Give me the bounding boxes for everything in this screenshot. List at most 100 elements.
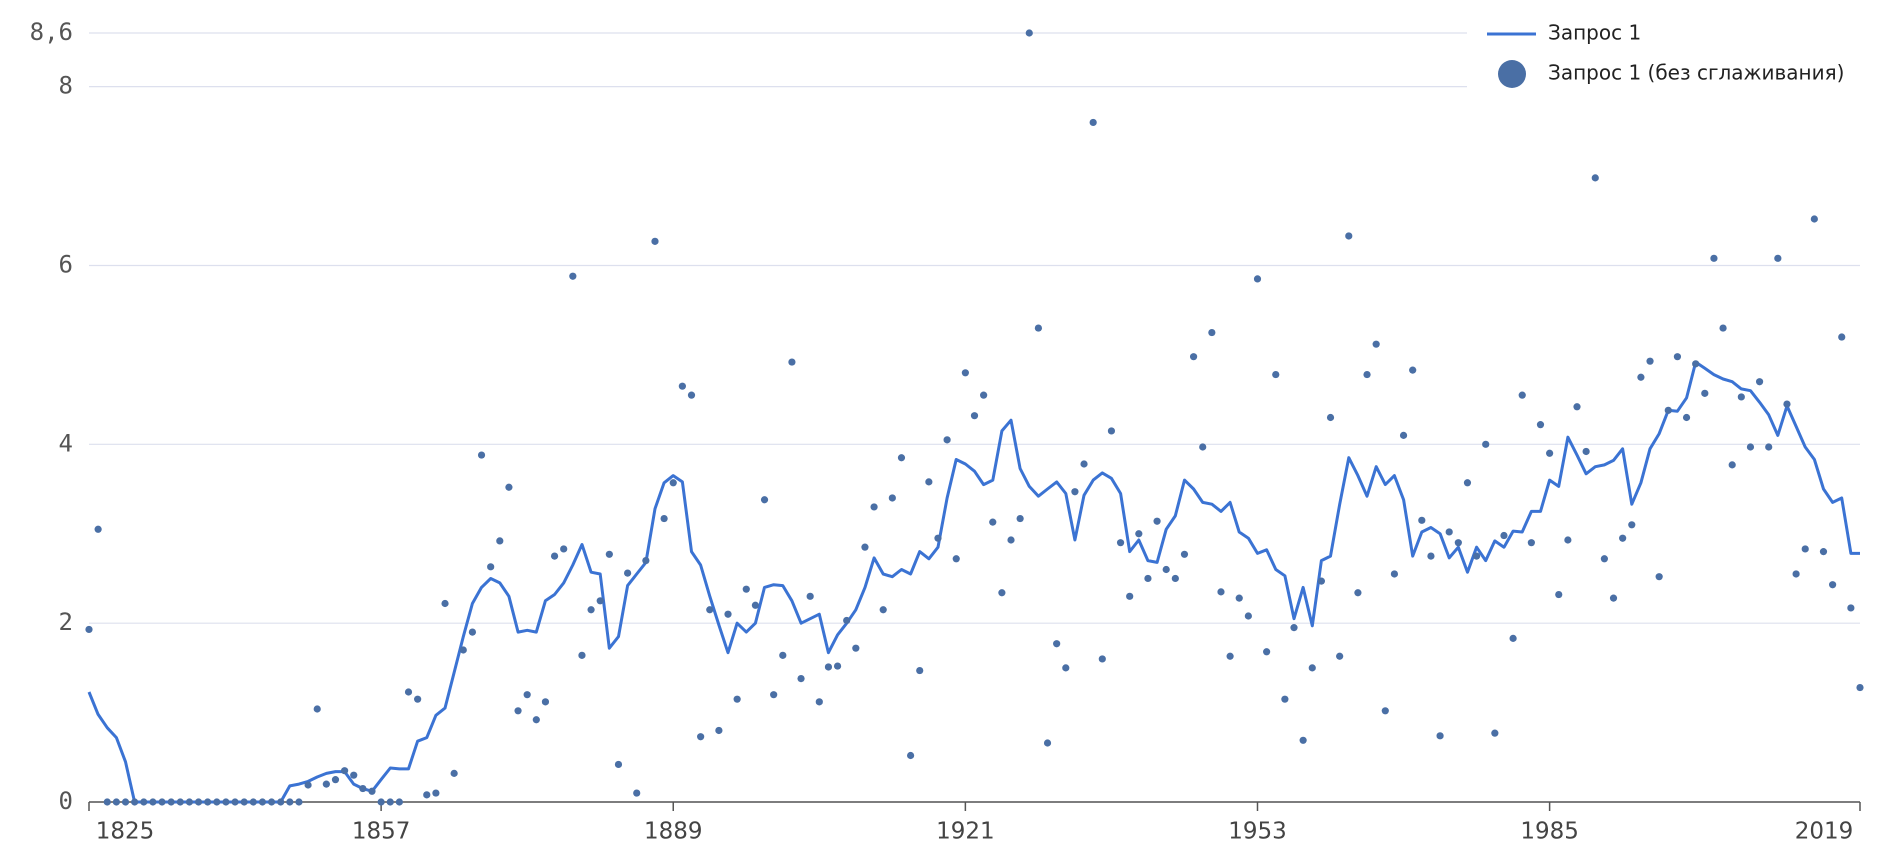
scatter-point — [240, 798, 248, 806]
scatter-point — [532, 716, 540, 724]
x-tick-label: 1985 — [1520, 819, 1579, 845]
scatter-point — [961, 369, 969, 377]
y-tick-label: 8,6 — [30, 18, 73, 46]
scatter-point — [888, 494, 896, 502]
scatter-point — [1472, 552, 1481, 560]
scatter-point — [1016, 514, 1024, 523]
scatter-point — [1682, 413, 1691, 422]
scatter-point — [824, 663, 833, 671]
scatter-point — [1591, 174, 1599, 182]
scatter-point — [1454, 539, 1462, 547]
scatter-point — [487, 563, 495, 571]
y-tick-label: 0 — [59, 787, 73, 815]
scatter-point — [496, 537, 504, 545]
scatter-point — [934, 534, 942, 542]
scatter-point — [1281, 695, 1289, 703]
scatter-point — [468, 628, 477, 636]
scatter-point — [1728, 461, 1736, 469]
scatter-point — [432, 789, 440, 797]
scatter-point — [158, 798, 166, 806]
scatter-point — [1217, 588, 1225, 596]
scatter-point — [925, 478, 933, 486]
scatter-point — [569, 272, 577, 280]
scatter-point — [560, 545, 568, 553]
scatter-point — [386, 798, 394, 806]
scatter-point — [341, 767, 349, 775]
scatter-point — [1153, 517, 1161, 525]
scatter-point — [304, 781, 312, 789]
scatter-point — [94, 525, 102, 533]
scatter-point — [1637, 373, 1645, 381]
scatter-point — [1509, 634, 1517, 642]
scatter-point — [1619, 534, 1627, 542]
scatter-point — [1199, 443, 1207, 451]
scatter-point — [980, 391, 988, 399]
scatter-point — [541, 698, 550, 706]
scatter-point — [1564, 536, 1572, 544]
y-tick-label: 4 — [59, 429, 73, 457]
scatter-point — [1126, 592, 1134, 600]
scatter-point — [523, 691, 531, 699]
scatter-point — [1336, 652, 1344, 660]
scatter-point — [85, 625, 93, 634]
scatter-point — [313, 705, 321, 713]
scatter-point — [1673, 353, 1682, 361]
scatter-point — [697, 733, 705, 741]
scatter-point — [1308, 664, 1316, 672]
scatter-point — [1180, 550, 1189, 558]
scatter-point — [1765, 443, 1773, 451]
scatter-point — [943, 436, 951, 444]
scatter-point — [1345, 232, 1353, 240]
scatter-point — [213, 798, 221, 806]
scatter-point — [1500, 531, 1508, 540]
scatter-point — [1573, 403, 1581, 411]
scatter-point — [1390, 570, 1399, 578]
scatter-point — [1445, 528, 1453, 536]
scatter-point — [833, 662, 842, 670]
scatter-point — [1299, 736, 1307, 744]
scatter-point — [1847, 604, 1855, 612]
scatter-point — [286, 798, 294, 806]
scatter-point — [669, 479, 677, 487]
scatter-point — [970, 412, 979, 420]
scatter-point — [1436, 732, 1444, 740]
scatter-point — [395, 798, 403, 806]
y-tick-label: 6 — [59, 250, 73, 278]
scatter-point — [1692, 360, 1700, 368]
scatter-point — [605, 550, 613, 558]
scatter-point — [806, 592, 814, 600]
scatter-point — [1664, 406, 1672, 414]
x-tick-label: 1889 — [644, 819, 703, 845]
scatter-point — [760, 496, 769, 504]
x-tick-label: 2019 — [1795, 819, 1854, 845]
scatter-point — [906, 751, 915, 760]
scatter-point — [1071, 488, 1079, 496]
scatter-point — [1399, 431, 1408, 439]
scatter-point — [1089, 118, 1097, 127]
scatter-point — [633, 789, 641, 797]
scatter-point — [751, 601, 760, 609]
scatter-point — [1372, 340, 1380, 348]
scatter-point — [1546, 449, 1554, 457]
scatter-point — [377, 798, 385, 806]
scatter-point — [277, 798, 285, 806]
scatter-point — [1244, 612, 1252, 620]
scatter-point — [1856, 683, 1864, 692]
scatter-point — [578, 651, 586, 659]
scatter-point — [1463, 479, 1472, 487]
scatter-point — [1272, 370, 1280, 379]
scatter-point — [1518, 391, 1526, 399]
scatter-point — [724, 610, 732, 618]
scatter-point — [779, 651, 787, 659]
scatter-point — [1062, 664, 1070, 672]
scatter-point — [103, 798, 111, 806]
scatter-point — [350, 771, 358, 779]
scatter-point — [1491, 729, 1499, 737]
scatter-point — [852, 644, 860, 652]
scatter-point — [1418, 516, 1426, 524]
scatter-point — [998, 589, 1006, 597]
scatter-point — [916, 666, 924, 675]
scatter-point — [1290, 624, 1298, 632]
scatter-point — [167, 798, 175, 806]
scatter-point — [715, 726, 723, 735]
